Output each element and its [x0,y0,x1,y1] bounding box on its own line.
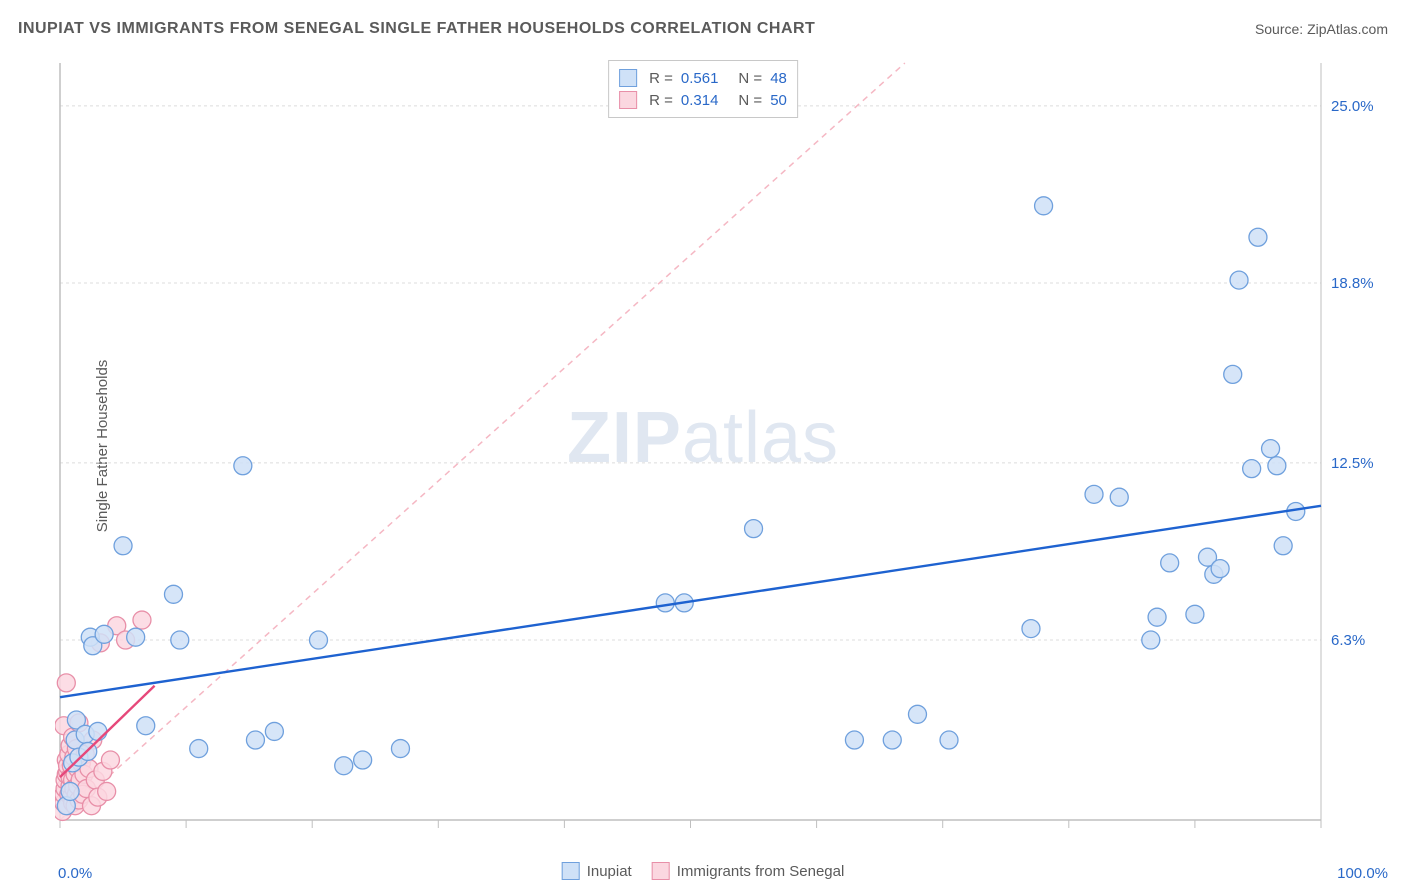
legend-item-series2: Immigrants from Senegal [652,862,845,880]
svg-text:12.5%: 12.5% [1331,455,1374,472]
stats-row-series2: R = 0.314 N = 50 [619,89,787,111]
x-axis-max-label: 100.0% [1337,865,1388,882]
swatch-series1 [619,69,637,87]
scatter-plot-svg: 6.3% 12.5% 18.8% 25.0% [55,55,1391,842]
source-attribution: Source: ZipAtlas.com [1255,21,1388,37]
bottom-legend: Inupiat Immigrants from Senegal [562,862,845,880]
stats-row-series1: R = 0.561 N = 48 [619,67,787,89]
svg-text:18.8%: 18.8% [1331,275,1374,292]
chart-title: INUPIAT VS IMMIGRANTS FROM SENEGAL SINGL… [18,20,815,38]
legend-item-series1: Inupiat [562,862,632,880]
legend-swatch-series1 [562,862,580,880]
svg-text:6.3%: 6.3% [1331,632,1365,649]
legend-swatch-series2 [652,862,670,880]
svg-text:25.0%: 25.0% [1331,98,1374,115]
correlation-stats-box: R = 0.561 N = 48 R = 0.314 N = 50 [608,60,798,118]
swatch-series2 [619,91,637,109]
legend-label-series1: Inupiat [587,863,632,880]
chart-plot-area: 6.3% 12.5% 18.8% 25.0% [55,55,1391,842]
x-axis-min-label: 0.0% [58,865,92,882]
legend-label-series2: Immigrants from Senegal [677,863,845,880]
chart-header: INUPIAT VS IMMIGRANTS FROM SENEGAL SINGL… [18,20,1388,38]
